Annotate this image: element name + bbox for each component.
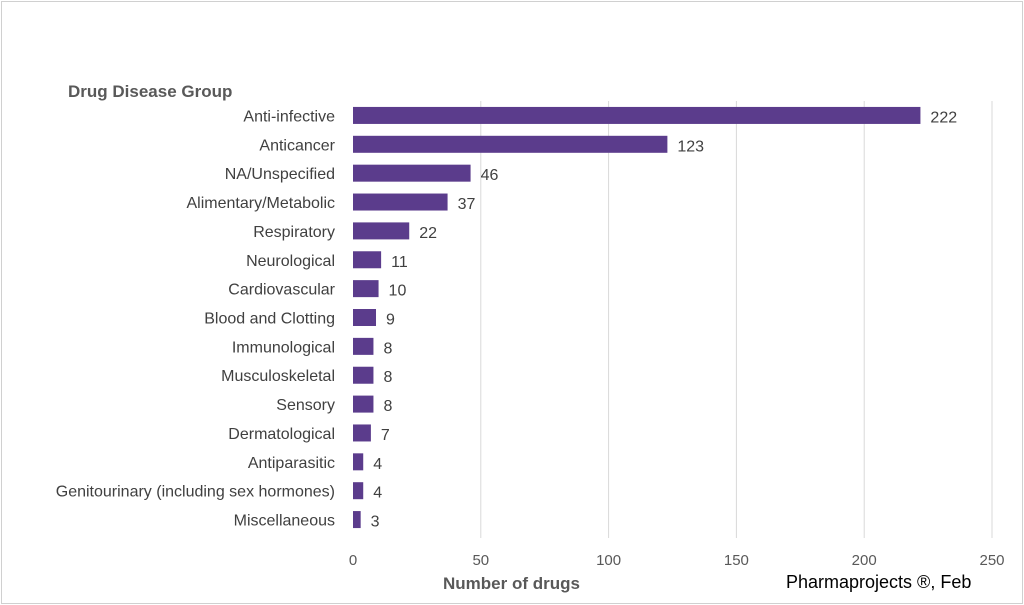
x-tick-label: 100 bbox=[596, 552, 621, 569]
category-label: Musculoskeletal bbox=[221, 368, 335, 385]
category-label: Neurological bbox=[246, 253, 335, 270]
data-label: 8 bbox=[383, 369, 392, 386]
gridlines bbox=[480, 101, 993, 538]
x-tick-label: 150 bbox=[724, 552, 749, 569]
x-tick-label: 0 bbox=[349, 552, 357, 569]
data-label: 3 bbox=[371, 514, 380, 531]
data-label: 22 bbox=[419, 225, 437, 242]
bar bbox=[353, 424, 371, 442]
bar bbox=[353, 222, 410, 240]
data-label: 9 bbox=[386, 312, 395, 329]
bar bbox=[353, 395, 374, 413]
x-tick-label: 50 bbox=[472, 552, 489, 569]
data-labels: 222 123 46 37 22 11 10 9 8 8 8 7 4 4 3 bbox=[371, 109, 958, 530]
category-label: Dermatological bbox=[228, 426, 335, 443]
category-label: Sensory bbox=[276, 397, 335, 414]
category-label: Immunological bbox=[232, 339, 335, 356]
bar bbox=[353, 482, 364, 500]
data-label: 8 bbox=[383, 340, 392, 357]
category-label: NA/Unspecified bbox=[225, 166, 335, 183]
bar bbox=[353, 337, 374, 355]
bar bbox=[353, 106, 921, 124]
category-label: Antiparasitic bbox=[248, 455, 335, 472]
bar bbox=[353, 280, 379, 298]
category-label: Blood and Clotting bbox=[204, 311, 335, 328]
x-tick-label: 250 bbox=[979, 552, 1004, 569]
bar bbox=[353, 193, 448, 211]
bar bbox=[353, 453, 364, 471]
bar bbox=[353, 366, 374, 384]
data-label: 123 bbox=[677, 138, 704, 155]
x-tick-label: 200 bbox=[852, 552, 877, 569]
data-label: 11 bbox=[391, 254, 408, 271]
bar bbox=[353, 251, 382, 269]
bar bbox=[353, 511, 361, 529]
x-tick-labels: 0 50 100 150 200 250 bbox=[349, 552, 1005, 569]
data-label: 10 bbox=[389, 283, 407, 300]
category-label: Alimentary/Metabolic bbox=[187, 195, 336, 212]
category-label: Genitourinary (including sex hormones) bbox=[56, 484, 335, 501]
data-label: 4 bbox=[373, 485, 382, 502]
bars bbox=[353, 106, 921, 529]
category-label: Anti-infective bbox=[243, 108, 335, 125]
category-label: Anticancer bbox=[259, 137, 335, 154]
source-note: Pharmaprojects ®, Feb bbox=[786, 572, 971, 592]
data-label: 46 bbox=[481, 167, 499, 184]
x-axis-title: Number of drugs bbox=[443, 574, 580, 593]
data-label: 8 bbox=[383, 398, 392, 415]
data-label: 4 bbox=[373, 456, 382, 473]
data-label: 7 bbox=[381, 427, 390, 444]
category-label: Miscellaneous bbox=[234, 513, 335, 530]
category-label: Respiratory bbox=[253, 224, 335, 241]
bar bbox=[353, 164, 471, 182]
data-label: 222 bbox=[930, 109, 957, 126]
bar bbox=[353, 135, 668, 153]
data-label: 37 bbox=[458, 196, 476, 213]
category-axis-title: Drug Disease Group bbox=[68, 82, 232, 101]
bar bbox=[353, 309, 377, 326]
category-labels: Anti-infective Anticancer NA/Unspecified Al… bbox=[56, 108, 336, 529]
category-label: Cardiovascular bbox=[228, 282, 335, 299]
